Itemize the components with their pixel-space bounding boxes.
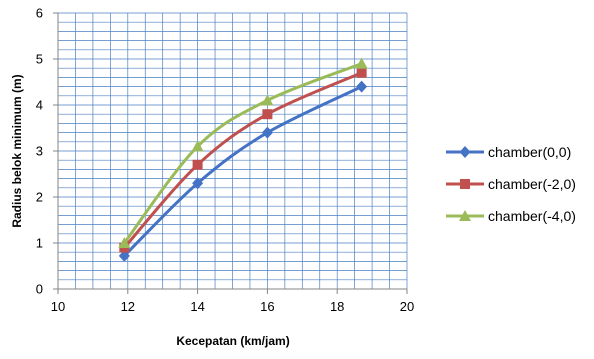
data-point xyxy=(356,80,368,93)
data-point xyxy=(262,109,273,120)
data-point xyxy=(192,177,204,190)
series-layer xyxy=(118,57,368,262)
x-tick-label: 10 xyxy=(51,299,65,314)
y-tick-label: 0 xyxy=(36,282,43,297)
x-tick-label: 16 xyxy=(260,299,274,314)
data-point xyxy=(118,237,131,248)
x-tick-label: 12 xyxy=(121,299,135,314)
x-tick-label: 14 xyxy=(190,299,204,314)
y-tick-label: 3 xyxy=(36,144,43,159)
grid xyxy=(57,12,408,290)
series-3 xyxy=(118,57,368,248)
legend-marker xyxy=(459,146,471,158)
series-line xyxy=(123,62,363,244)
legend-item: chamber(-4,0) xyxy=(446,208,576,224)
y-tick-label: 1 xyxy=(36,236,43,251)
y-tick-label: 2 xyxy=(36,190,43,205)
y-tick-label: 4 xyxy=(36,98,43,113)
legend-item: chamber(-2,0) xyxy=(446,176,576,192)
data-point xyxy=(356,67,367,78)
series-1 xyxy=(118,80,368,262)
data-point xyxy=(261,94,274,106)
legend-label: chamber(-2,0) xyxy=(488,176,576,192)
x-tick-label: 18 xyxy=(330,299,344,314)
data-point xyxy=(118,249,130,262)
legend-label: chamber(0,0) xyxy=(488,144,571,160)
data-point xyxy=(261,126,273,139)
data-point xyxy=(355,57,368,69)
series-line xyxy=(123,71,363,249)
x-tick-label: 20 xyxy=(400,299,414,314)
y-axis-title: Radius belok minimum (m) xyxy=(10,74,24,227)
series-line xyxy=(123,85,363,257)
y-tick-label: 6 xyxy=(36,6,43,21)
data-point xyxy=(192,159,203,170)
x-axis-title: Kecepatan (km/jam) xyxy=(176,334,289,348)
data-point xyxy=(191,140,204,152)
axes xyxy=(53,12,408,294)
legend-marker xyxy=(459,210,471,221)
legend-marker xyxy=(460,179,470,189)
legend-label: chamber(-4,0) xyxy=(488,208,576,224)
legend: chamber(0,0) chamber(-2,0) chamber(-4,0) xyxy=(446,144,576,224)
legend-item: chamber(0,0) xyxy=(446,144,571,160)
y-tick-label: 5 xyxy=(36,52,43,67)
